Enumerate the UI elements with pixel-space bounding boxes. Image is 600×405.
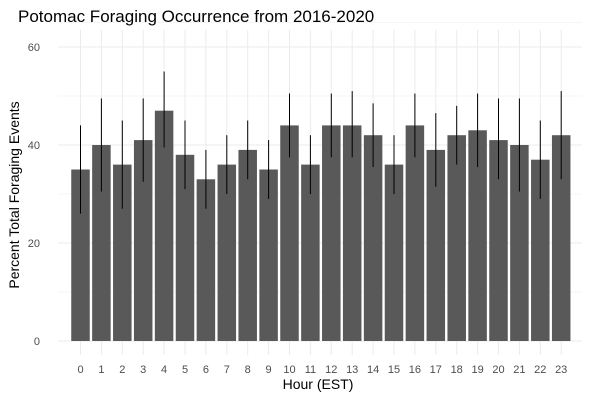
bar [489,140,508,341]
bar [175,154,195,341]
x-tick-label: 22 [534,364,546,376]
x-tick-label: 3 [140,364,146,376]
x-tick-label: 4 [161,364,167,376]
x-tick-label: 13 [346,364,358,376]
x-tick-label: 0 [77,364,83,376]
x-tick-label: 21 [513,364,525,376]
bar [551,135,571,341]
x-tick-label: 2 [119,364,125,376]
bars [71,110,571,342]
error-bars [80,71,562,214]
bar [154,110,174,341]
y-tick-label: 0 [34,336,40,348]
bar [531,159,550,341]
x-tick-label: 8 [245,364,251,376]
x-tick-label: 11 [305,364,316,376]
bar [468,130,487,341]
bar [384,164,404,341]
bar [133,140,153,341]
x-tick-labels: 0 1 2 3 4 5 6 7 8 9 10 11 12 13 14 15 16 17 18 19 20 21 22 23 [77,364,567,376]
x-tick-label: 6 [203,364,209,376]
x-axis-title: Hour (EST) [283,376,354,392]
bar [259,169,278,341]
x-tick-label: 23 [555,364,567,376]
bar [196,179,216,341]
x-tick-label: 16 [409,364,421,376]
y-tick-labels: 0 20 40 60 [28,42,40,348]
x-tick-label: 19 [471,364,483,376]
y-tick-label: 60 [28,42,40,54]
x-tick-label: 10 [283,364,295,376]
bar [363,135,383,341]
x-tick-label: 20 [492,364,504,376]
bar [217,164,237,341]
bar [405,125,425,342]
x-tick-label: 18 [451,364,463,376]
x-tick-label: 7 [224,364,230,376]
x-tick-label: 1 [98,364,104,376]
bar [342,125,362,342]
bar [71,169,90,341]
bar [510,145,529,341]
bar [447,135,466,341]
x-tick-label: 14 [367,364,379,376]
bar [238,149,257,341]
x-tick-label: 5 [182,364,188,376]
bar [301,164,320,341]
bar [426,149,446,341]
x-tick-label: 9 [266,364,272,376]
y-tick-label: 20 [28,238,40,250]
bar [280,125,299,342]
chart-title: Potomac Foraging Occurrence from 2016-20… [18,7,374,26]
bar [92,145,111,341]
y-tick-label: 40 [28,140,40,152]
x-tick-label: 12 [325,364,337,376]
x-tick-label: 17 [430,364,442,376]
x-tick-label: 15 [388,364,400,376]
bar [322,125,341,342]
bar [113,164,132,341]
y-axis-title: Percent Total Foraging Events [6,101,22,288]
